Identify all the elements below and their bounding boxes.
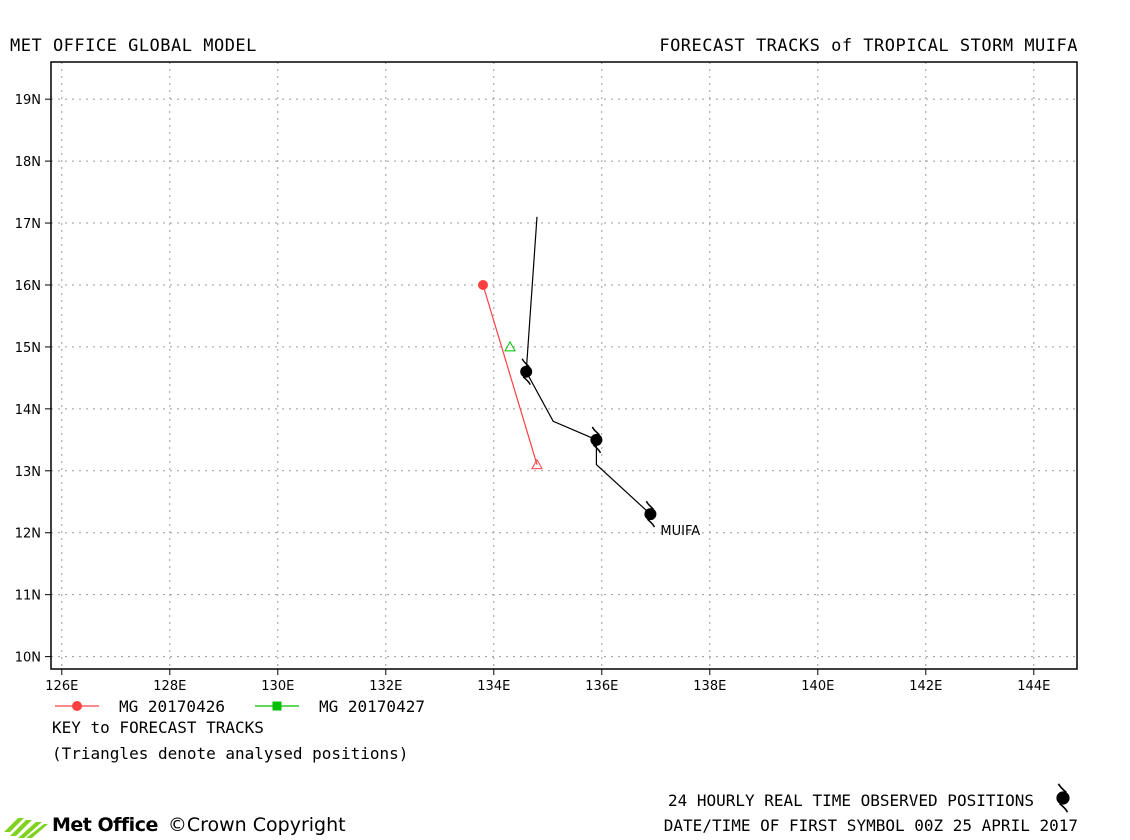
met-office-logo[interactable]: Met Office ©Crown Copyright [4, 810, 346, 840]
legend-entry-label: MG 20170427 [319, 697, 425, 716]
tick-label-lat: 17N [15, 217, 41, 232]
tick-label-lon: 134E [477, 679, 510, 694]
legend-marker [272, 701, 282, 711]
forecast-point-marker [478, 279, 488, 290]
storm-symbol-arm [592, 444, 602, 454]
key-note: (Triangles denote analysed positions) [52, 744, 409, 763]
observed-storm-symbol [520, 358, 533, 385]
tick-label-lat: 12N [15, 527, 41, 542]
tick-label-lon: 138E [693, 679, 726, 694]
footer-storm-symbol [1056, 783, 1070, 813]
tick-label-lon: 136E [585, 679, 618, 694]
tick-label-lat: 18N [15, 155, 41, 170]
observed-storm-symbol [644, 500, 657, 528]
key-title: KEY to FORECAST TRACKS [52, 718, 264, 737]
observed-track-line [525, 216, 651, 515]
tick-label-lon: 128E [153, 679, 186, 694]
observed-storm-symbol [590, 426, 603, 454]
tick-label-lat: 19N [15, 93, 41, 108]
storm-name-label: MUIFA [660, 524, 700, 539]
legend: MG 20170426 MG 20170427 [55, 697, 425, 716]
tick-label-lon: 126E [45, 679, 78, 694]
tick-label-lon: 140E [801, 679, 834, 694]
met-office-logo-icon [4, 818, 48, 838]
storm-symbol-arm [522, 376, 531, 385]
tick-label-lon: 144E [1017, 679, 1050, 694]
tick-label-lat: 10N [15, 651, 41, 666]
storm-symbol-arm [1059, 802, 1069, 813]
tick-label-lat: 13N [15, 465, 41, 480]
grid-lines [51, 62, 1077, 669]
tick-label-lon: 142E [909, 679, 942, 694]
observed-positions-label: 24 HOURLY REAL TIME OBSERVED POSITIONS [667, 791, 1034, 810]
met-office-logo-text: Met Office [52, 814, 158, 836]
storm-symbol-core [590, 433, 603, 446]
legend-marker [72, 701, 82, 711]
storm-symbol-core [644, 508, 657, 521]
storm-symbol-core [520, 365, 533, 378]
map-frame [50, 61, 1078, 670]
storm-symbol-arm [646, 518, 656, 528]
forecast-track-line [482, 284, 538, 465]
map-title-right: FORECAST TRACKS of TROPICAL STORM MUIFA [659, 36, 1078, 56]
tick-label-lon: 132E [369, 679, 402, 694]
analysed-position-triangle [504, 340, 516, 352]
storm-symbol-arm [521, 358, 530, 368]
tick-label-lat: 11N [15, 589, 41, 604]
tropical-storm-symbol-icon [1056, 783, 1070, 813]
tick-label-lat: 15N [15, 341, 41, 356]
analysed-position-triangle [531, 458, 543, 470]
tick-label-lat: 16N [15, 279, 41, 294]
legend-entry-label: MG 20170426 [119, 697, 225, 716]
first-symbol-datetime: DATE/TIME OF FIRST SYMBOL 00Z 25 APRIL 2… [663, 816, 1078, 835]
storm-symbol-arm [1057, 783, 1067, 794]
storm-symbol-arm [645, 500, 654, 510]
storm-symbol-core [1056, 791, 1070, 805]
map-title-left: MET OFFICE GLOBAL MODEL [10, 36, 257, 56]
storm-symbol-arm [591, 426, 600, 436]
copyright-notice: ©Crown Copyright [167, 814, 346, 836]
axis-ticks: 126E 128E 130E 132E 134E 136E 138E 140E 142E 144E… [15, 93, 1051, 694]
tick-label-lon: 130E [261, 679, 294, 694]
tracks: MUIFA [478, 216, 700, 539]
tick-label-lat: 14N [15, 403, 41, 418]
